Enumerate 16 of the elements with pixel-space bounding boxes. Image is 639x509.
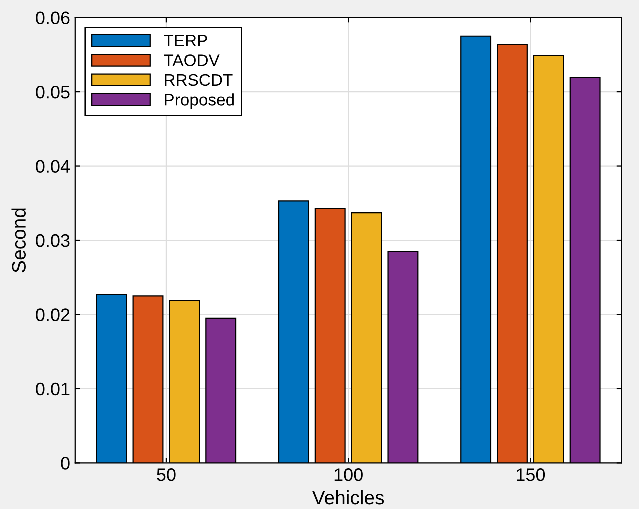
y-axis-title: Second (12, 208, 26, 273)
y-tick-label: 0.02 (36, 308, 70, 322)
y-tick-label: 0.04 (36, 160, 70, 173)
x-tick-label: 100 (334, 468, 363, 482)
y-tick-label: 0.05 (36, 86, 70, 99)
legend-label: TERP (164, 35, 208, 47)
legend-label: Proposed (165, 94, 234, 110)
y-tick-label: 0 (61, 457, 70, 470)
x-tick-label: 150 (517, 468, 546, 482)
legend-label: RRSCDT (165, 74, 233, 86)
y-tick-label: 0.06 (36, 12, 70, 25)
legend-label: TAODV (164, 54, 220, 66)
x-tick-label: 50 (157, 468, 176, 482)
y-tick-label: 0.01 (36, 382, 70, 396)
x-axis-title: Vehicles (312, 490, 384, 505)
y-tick-label: 0.03 (36, 234, 70, 248)
